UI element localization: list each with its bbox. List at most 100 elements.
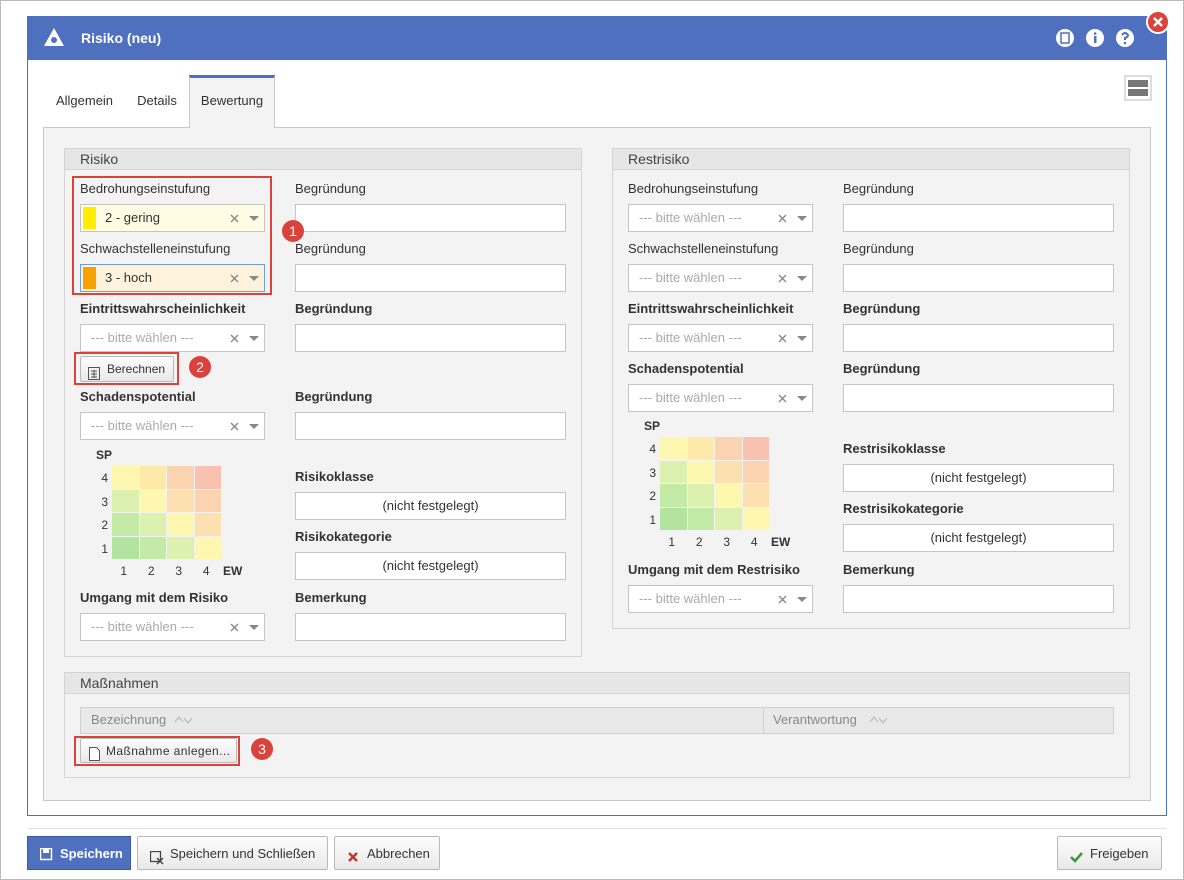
select-value: --- bitte wählen --- — [639, 270, 742, 285]
field-label: Eintrittswahrscheinlichkeit — [628, 301, 794, 316]
matrix-cell — [139, 513, 166, 536]
field-label: Schadenspotential — [80, 389, 196, 404]
matrix-cell — [139, 536, 166, 559]
save-button-label: Speichern — [60, 846, 123, 861]
add-measure-button[interactable]: Maßnahme anlegen... — [80, 738, 237, 763]
tab-label[interactable]: Details — [137, 93, 177, 108]
select[interactable]: 2 - gering — [80, 204, 265, 232]
select-controls — [229, 333, 263, 345]
save-button[interactable]: Speichern — [27, 836, 131, 870]
cancel-button[interactable]: Abbrechen — [334, 836, 440, 870]
select-value: --- bitte wählen --- — [639, 591, 742, 606]
doc-icon — [89, 744, 100, 761]
select-controls-svg — [778, 334, 807, 343]
select[interactable]: --- bitte wählen --- — [628, 264, 813, 292]
select[interactable]: --- bitte wählen --- — [80, 324, 265, 352]
matrix-cell — [660, 460, 687, 483]
text-input[interactable] — [295, 204, 566, 232]
select[interactable]: --- bitte wählen --- — [628, 384, 813, 412]
release-button[interactable]: Freigeben — [1057, 836, 1162, 870]
calc-icon — [88, 363, 100, 380]
sort-icon-svg — [869, 716, 888, 724]
select[interactable]: --- bitte wählen --- — [628, 585, 813, 613]
matrix-x-label: 1 — [120, 564, 128, 578]
matrix-cell — [167, 489, 194, 512]
matrix-y-label: 1 — [101, 541, 108, 556]
layout-toggle[interactable] — [1124, 75, 1152, 101]
matrix-x-label: 2 — [147, 564, 155, 578]
select-controls — [777, 273, 811, 285]
select-controls-svg — [778, 394, 807, 403]
select-value: --- bitte wählen --- — [91, 619, 194, 634]
class-value: (nicht festgelegt) — [843, 464, 1114, 492]
matrix-cell — [112, 513, 139, 536]
field-note-label: Begründung — [295, 181, 366, 196]
matrix-x-title: EW — [771, 535, 791, 549]
text-input[interactable] — [843, 264, 1114, 292]
field-label: Bedrohungseinstufung — [628, 181, 759, 196]
matrix-cell — [742, 507, 769, 530]
field-note-label: Begründung — [295, 301, 373, 316]
matrix-x-label: 1 — [668, 535, 676, 549]
matrix-x-label: 3 — [175, 564, 183, 578]
footer-separator — [28, 828, 1166, 829]
select[interactable]: 3 - hoch — [80, 264, 265, 292]
matrix-y-title: SP — [644, 419, 661, 433]
select-controls — [229, 421, 263, 433]
matrix-cell — [715, 460, 742, 483]
text-input[interactable] — [843, 585, 1114, 613]
select-controls — [229, 622, 263, 634]
tab-label[interactable]: Allgemein — [55, 93, 114, 108]
field-note-label: Begründung — [843, 361, 921, 376]
matrix-cell — [167, 466, 194, 489]
select-controls-svg — [230, 214, 259, 223]
matrix-cell — [660, 437, 687, 460]
class-label: Risikoklasse — [295, 469, 374, 484]
matrix-cell — [742, 460, 769, 483]
field-label: Bedrohungseinstufung — [80, 181, 211, 196]
select-controls — [777, 594, 811, 606]
matrix-cell — [167, 513, 194, 536]
select-controls — [229, 273, 263, 285]
text-input[interactable] — [295, 412, 566, 440]
select[interactable]: --- bitte wählen --- — [628, 324, 813, 352]
cancel-button-label: Abbrechen — [367, 846, 430, 861]
text-input[interactable] — [295, 324, 566, 352]
field-note-label: Begründung — [295, 389, 373, 404]
matrix-x-label: 2 — [695, 535, 703, 549]
column-header[interactable]: Verantwortung — [773, 712, 857, 727]
text-input[interactable] — [295, 264, 566, 292]
select[interactable]: --- bitte wählen --- — [628, 204, 813, 232]
matrix-cell — [112, 466, 139, 489]
select-value: --- bitte wählen --- — [639, 210, 742, 225]
category-value: (nicht festgelegt) — [843, 524, 1114, 552]
text-input[interactable] — [843, 204, 1114, 232]
handling-note-label: Bemerkung — [295, 590, 367, 605]
matrix-cell — [687, 507, 714, 530]
select[interactable]: --- bitte wählen --- — [80, 613, 265, 641]
text-input[interactable] — [843, 384, 1114, 412]
calculate-button[interactable]: Berechnen — [80, 356, 174, 382]
matrix-cell — [687, 437, 714, 460]
field-label: Schwachstelleneinstufung — [80, 241, 231, 256]
column-header[interactable]: Bezeichnung — [91, 712, 167, 727]
select-controls-svg — [230, 422, 259, 431]
handling-label: Umgang mit dem Restrisiko — [628, 562, 800, 577]
matrix-y-label: 1 — [649, 512, 656, 527]
save-close-button[interactable]: Speichern und Schließen — [137, 836, 328, 870]
release-button-icon-svg — [1070, 852, 1083, 863]
matrix-y-label: 3 — [101, 494, 108, 509]
select[interactable]: --- bitte wählen --- — [80, 412, 265, 440]
text-input[interactable] — [295, 613, 566, 641]
select-color — [83, 267, 96, 289]
highlight-box — [72, 176, 272, 295]
dialog-title: Risiko (neu) — [81, 30, 162, 46]
field-note-label: Begründung — [843, 241, 914, 256]
close-button[interactable] — [1146, 10, 1170, 34]
text-input[interactable] — [843, 324, 1114, 352]
select-value: 2 - gering — [105, 210, 160, 225]
tab-label[interactable]: Bewertung — [200, 93, 264, 108]
header-icons[interactable] — [1055, 28, 1155, 50]
measures-table-header — [80, 707, 1114, 734]
